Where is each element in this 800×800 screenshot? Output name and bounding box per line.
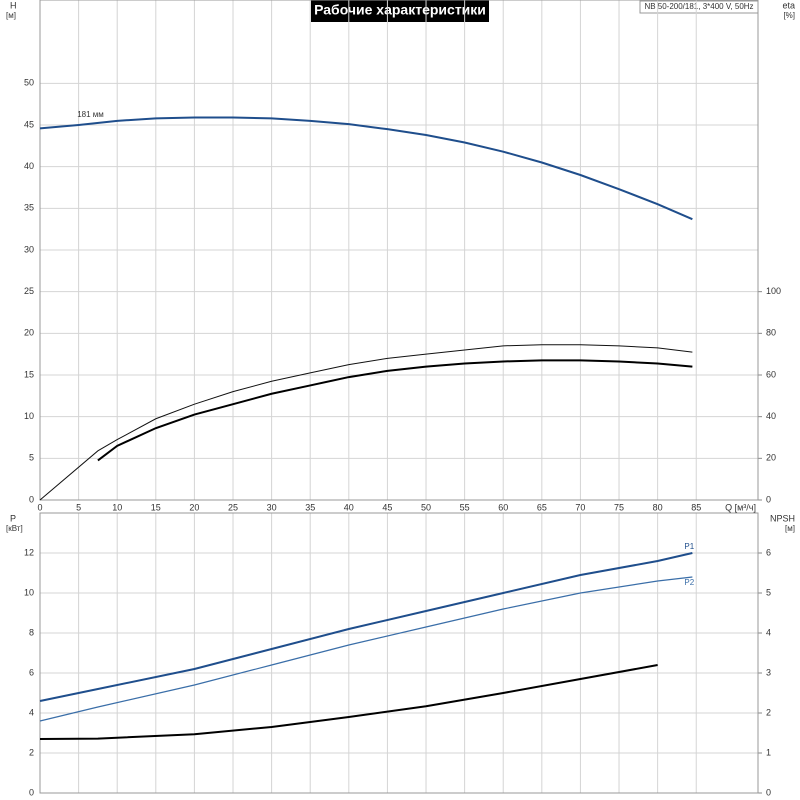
y-tick-label: 8 [29,627,34,637]
x-tick-label: 15 [151,502,161,512]
x-tick-label: 60 [498,502,508,512]
x-tick-label: 50 [421,502,431,512]
curve [39,116,693,221]
y2-tick-label: 60 [766,369,776,379]
y2-tick-label: 5 [766,587,771,597]
y2-tick-label: 6 [766,547,771,557]
curve [97,359,693,462]
y-tick-label: 50 [24,78,34,88]
x-axis-label: Q [м³/ч] [725,502,756,512]
y2-tick-label: 100 [766,286,781,296]
x-tick-label: 80 [653,502,663,512]
y2-tick-label: 1 [766,747,771,757]
y2-tick-label: 4 [766,627,771,637]
y-tick-label: 2 [29,747,34,757]
x-tick-label: 85 [691,502,701,512]
curve-label: P1 [684,542,694,551]
y-tick-label: 45 [24,119,34,129]
y-tick-label: 0 [29,494,34,504]
annotation: NB 50-200/181, 3*400 V, 50Hz [644,2,753,11]
y2-tick-label: 3 [766,667,771,677]
x-tick-label: 35 [305,502,315,512]
y2-tick-label: 0 [766,494,771,504]
plot-frame [39,512,759,794]
y-axis-label: H [10,0,17,10]
y2-tick-label: 40 [766,411,776,421]
title-box [311,0,489,22]
x-tick-label: 30 [267,502,277,512]
curve-label: P2 [684,578,694,587]
y-tick-label: 0 [29,787,34,797]
x-tick-label: 0 [37,502,42,512]
plot-frame [39,0,759,501]
curve-label: 181 мм [77,110,104,119]
chart-title: Рабочие характеристики [314,2,486,18]
curve [39,552,693,702]
y-tick-label: 10 [24,587,34,597]
y-tick-label: 12 [24,547,34,557]
x-tick-label: 20 [189,502,199,512]
x-tick-label: 5 [76,502,81,512]
y2-axis-unit: [м] [785,524,795,533]
y-tick-label: 10 [24,411,34,421]
y-axis-label: P [10,513,16,523]
y-axis-unit: [м] [6,11,16,20]
curve [39,664,658,740]
y-tick-label: 5 [29,453,34,463]
x-tick-label: 65 [537,502,547,512]
y2-tick-label: 20 [766,453,776,463]
y-tick-label: 4 [29,707,34,717]
x-tick-label: 45 [382,502,392,512]
x-tick-label: 55 [460,502,470,512]
y-tick-label: 20 [24,328,34,338]
y2-tick-label: 80 [766,328,776,338]
y-tick-label: 6 [29,667,34,677]
y2-tick-label: 0 [766,787,771,797]
curve [39,344,693,501]
y2-tick-label: 2 [766,707,771,717]
y-tick-label: 25 [24,286,34,296]
x-tick-label: 70 [575,502,585,512]
y2-axis-unit: [%] [783,11,795,20]
x-tick-label: 40 [344,502,354,512]
y-axis-unit: [кВт] [6,524,23,533]
curve [39,576,693,722]
y-tick-label: 35 [24,203,34,213]
x-tick-label: 10 [112,502,122,512]
y-tick-label: 30 [24,244,34,254]
x-tick-label: 75 [614,502,624,512]
x-tick-label: 25 [228,502,238,512]
y-tick-label: 40 [24,161,34,171]
y2-axis-label: NPSH [770,513,795,523]
y-tick-label: 15 [24,369,34,379]
y2-axis-label: eta [782,0,795,10]
